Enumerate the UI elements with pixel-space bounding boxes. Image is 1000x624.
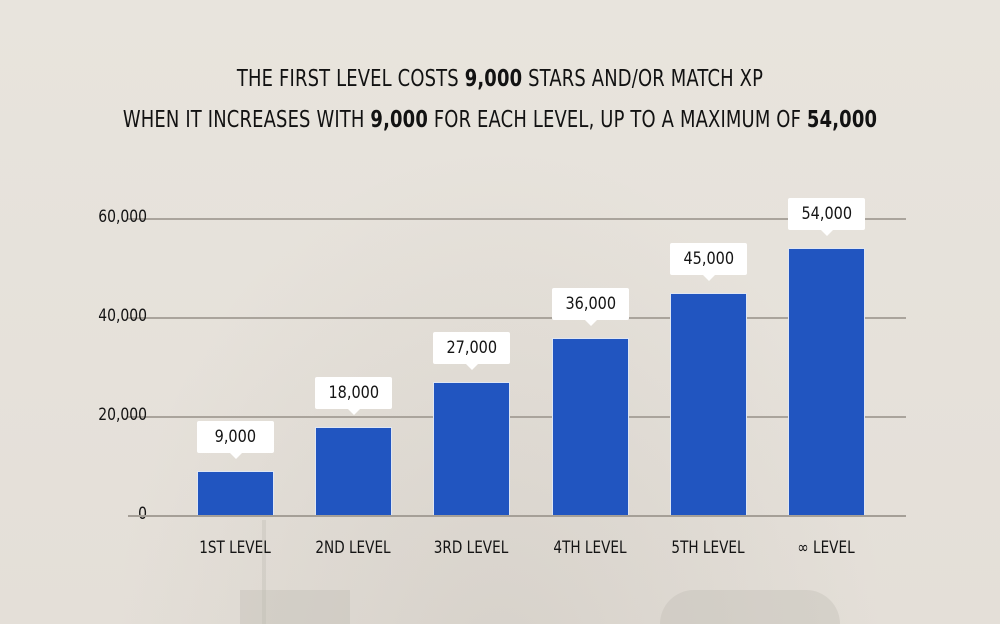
y-tick-label: 0 xyxy=(138,504,147,524)
value-label-3rd-level: 27,000 xyxy=(433,332,510,370)
background-shape xyxy=(262,520,266,624)
value-label-text: 45,000 xyxy=(683,249,734,269)
title-text: STARS AND/OR MATCH XP xyxy=(522,66,764,92)
title-text: FOR EACH LEVEL, UP TO A MAXIMUM OF xyxy=(427,107,807,133)
x-label-5th-level: 5TH LEVEL xyxy=(671,538,745,558)
bar-2nd-level xyxy=(315,427,392,516)
value-label-text: 36,000 xyxy=(565,294,616,314)
value-label-4th-level: 36,000 xyxy=(552,288,629,326)
bar-5th-level xyxy=(670,293,747,516)
x-axis-baseline xyxy=(128,515,906,517)
x-label-2nd-level: 2ND LEVEL xyxy=(315,538,391,558)
value-label-1st-level: 9,000 xyxy=(197,421,274,459)
gridline-20000 xyxy=(128,416,906,418)
value-label-text: 27,000 xyxy=(446,338,497,358)
y-tick-label: 60,000 xyxy=(98,207,147,227)
value-label-infinite-level: 54,000 xyxy=(788,198,865,236)
bar-4th-level xyxy=(552,338,629,516)
bar-3rd-level xyxy=(433,382,510,516)
x-label-1st-level: 1ST LEVEL xyxy=(199,538,271,558)
bar-1st-level xyxy=(197,471,274,516)
x-label-3rd-level: 3RD LEVEL xyxy=(433,538,509,558)
y-tick-label: 40,000 xyxy=(98,306,147,326)
background-shape xyxy=(660,590,840,624)
gridline-40000 xyxy=(128,317,906,319)
title-highlight: 54,000 xyxy=(806,107,878,133)
title-highlight: 9,000 xyxy=(370,107,428,133)
background-shape xyxy=(240,590,350,624)
chart-title-line-2: WHEN IT INCREASES WITH 9,000 FOR EACH LE… xyxy=(110,107,890,133)
title-text: THE FIRST LEVEL COSTS xyxy=(236,66,465,92)
title-highlight: 9,000 xyxy=(464,66,523,92)
chart-title-line-1: THE FIRST LEVEL COSTS 9,000 STARS AND/OR… xyxy=(110,66,890,92)
value-label-2nd-level: 18,000 xyxy=(315,377,392,415)
title-text: WHEN IT INCREASES WITH xyxy=(122,107,371,133)
x-label-infinite-level: ∞ LEVEL xyxy=(797,538,855,558)
x-label-4th-level: 4TH LEVEL xyxy=(553,538,627,558)
value-label-5th-level: 45,000 xyxy=(670,243,747,281)
value-label-text: 54,000 xyxy=(801,204,852,224)
value-label-text: 9,000 xyxy=(214,427,257,447)
y-tick-label: 20,000 xyxy=(98,405,147,425)
value-label-text: 18,000 xyxy=(328,383,379,403)
bar-infinite-level xyxy=(788,248,865,516)
gridline-60000 xyxy=(128,218,906,220)
